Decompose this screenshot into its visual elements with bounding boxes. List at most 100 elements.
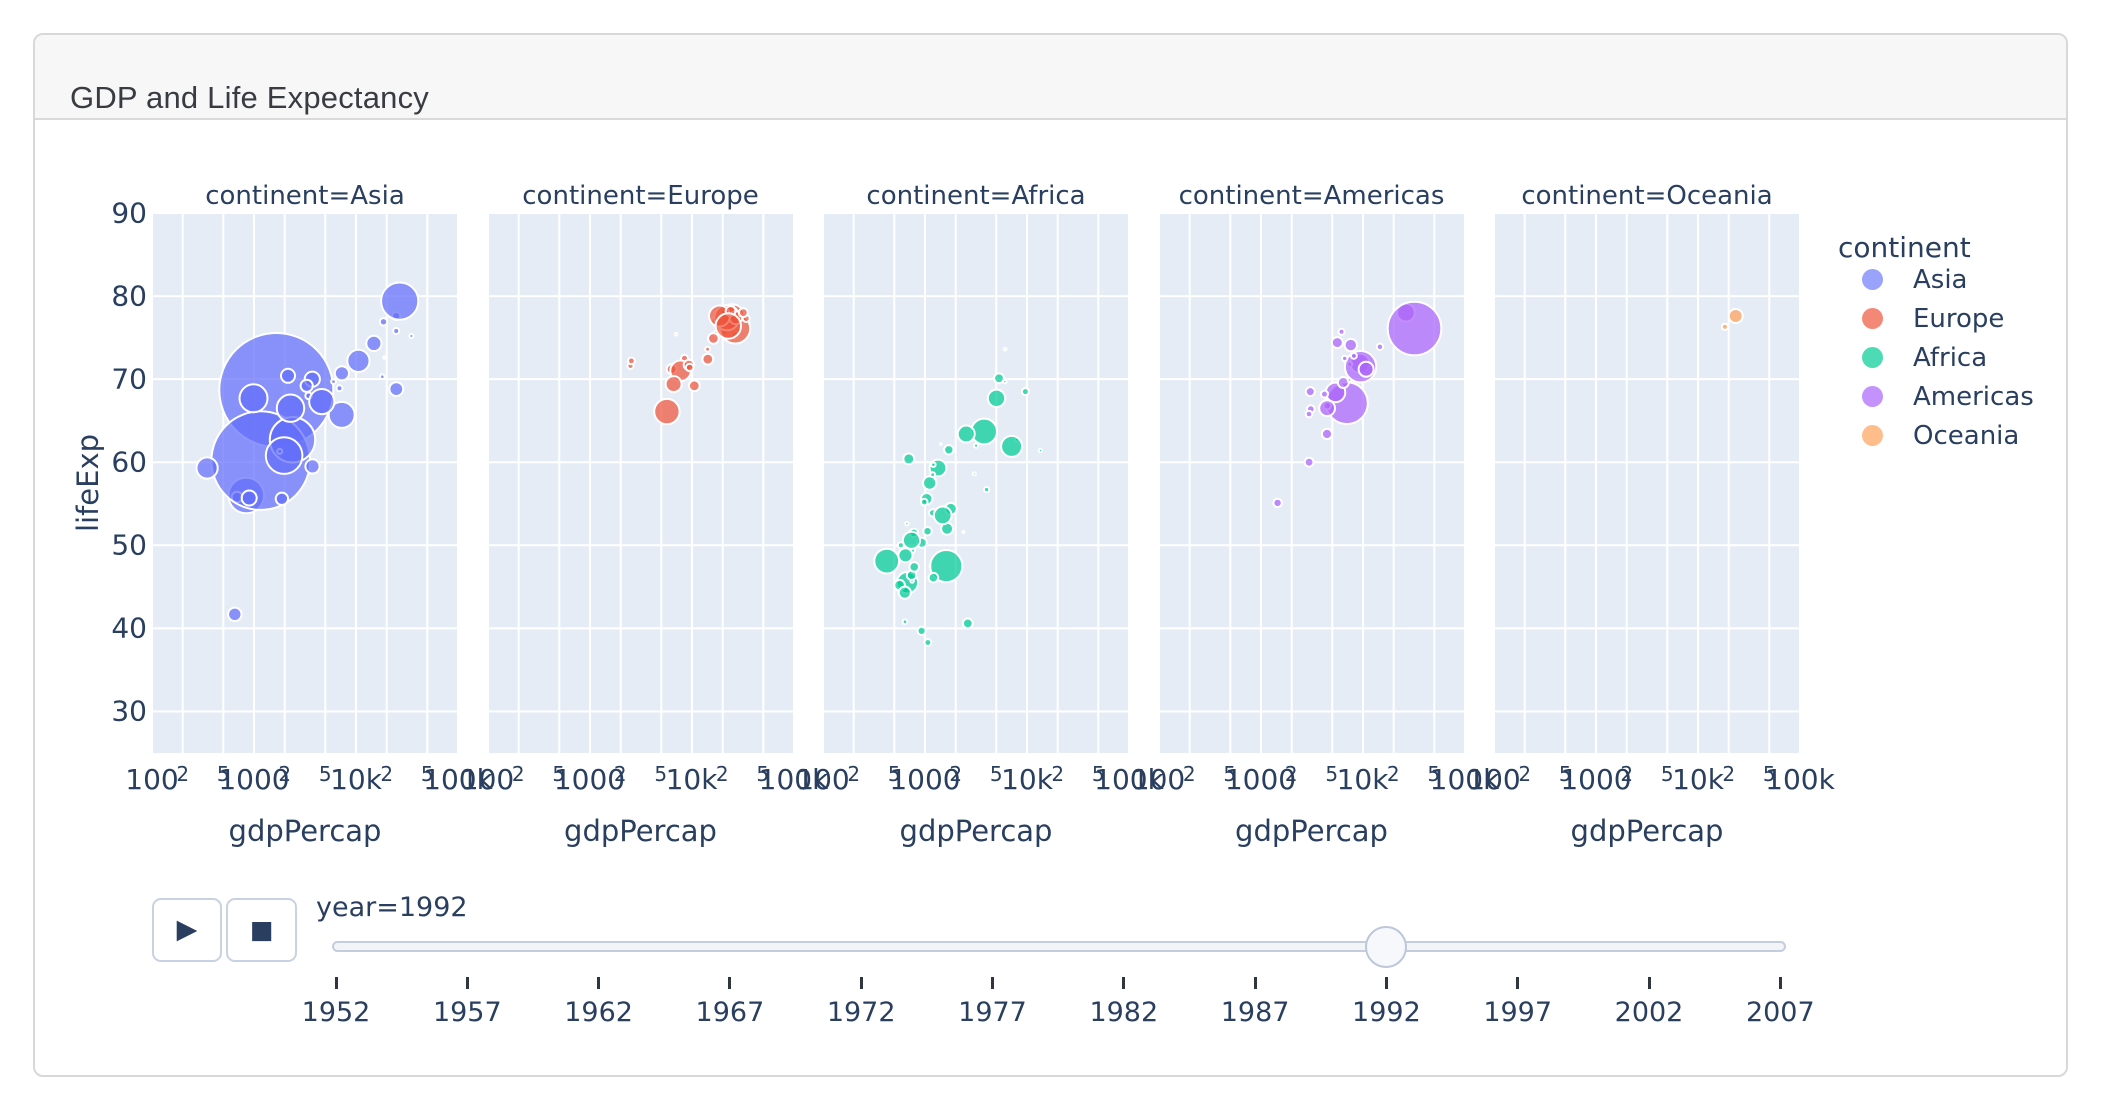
data-bubble[interactable]	[737, 307, 749, 319]
data-bubble[interactable]	[195, 456, 219, 480]
data-bubble[interactable]	[1000, 434, 1024, 458]
data-bubble[interactable]	[275, 393, 306, 423]
slider-tick-label[interactable]: 2007	[1745, 997, 1815, 1028]
data-bubble[interactable]	[929, 549, 964, 584]
data-bubble[interactable]	[993, 372, 1005, 385]
data-bubble[interactable]	[902, 452, 916, 466]
legend-item-americas[interactable]: Americas	[1838, 377, 2068, 416]
data-bubble[interactable]	[897, 547, 914, 564]
data-bubble[interactable]	[299, 378, 314, 393]
data-bubble[interactable]	[330, 378, 337, 386]
data-bubble[interactable]	[919, 497, 929, 507]
legend-item-oceania[interactable]: Oceania	[1838, 416, 2068, 455]
data-bubble[interactable]	[961, 530, 966, 534]
data-bubble[interactable]	[983, 486, 991, 494]
data-bubble[interactable]	[1320, 427, 1333, 441]
data-bubble[interactable]	[961, 617, 974, 630]
slider-track[interactable]	[332, 941, 1786, 952]
data-bubble[interactable]	[382, 355, 387, 360]
data-bubble[interactable]	[626, 356, 636, 366]
data-bubble[interactable]	[1340, 354, 1348, 363]
data-bubble[interactable]	[333, 365, 350, 382]
slider-tick-label[interactable]: 1957	[432, 997, 502, 1028]
slider-handle[interactable]	[1365, 926, 1408, 968]
play-button[interactable]: ▶	[152, 898, 222, 962]
data-bubble[interactable]	[308, 388, 336, 416]
slider-tick-label[interactable]: 1952	[301, 997, 371, 1028]
data-bubble[interactable]	[1037, 447, 1044, 454]
data-bubble[interactable]	[1271, 497, 1283, 509]
data-bubble[interactable]	[943, 444, 955, 456]
data-bubble[interactable]	[327, 400, 356, 429]
data-bubble[interactable]	[908, 561, 920, 573]
legend-item-europe[interactable]: Europe	[1838, 299, 2068, 338]
data-bubble[interactable]	[1304, 386, 1316, 398]
data-bubble[interactable]	[378, 317, 389, 327]
data-bubble[interactable]	[1020, 387, 1030, 397]
data-bubble[interactable]	[714, 312, 742, 340]
data-bubble[interactable]	[304, 458, 321, 475]
data-bubble[interactable]	[264, 436, 304, 475]
data-bubble[interactable]	[1343, 337, 1358, 353]
data-bubble[interactable]	[392, 327, 401, 335]
data-bubble[interactable]	[922, 475, 938, 491]
data-bubble[interactable]	[922, 526, 933, 537]
data-bubble[interactable]	[1319, 389, 1329, 399]
data-bubble[interactable]	[700, 352, 714, 366]
slider-tick-label[interactable]: 1977	[958, 997, 1027, 1028]
data-bubble[interactable]	[346, 348, 371, 373]
slider-tick-label[interactable]: 1967	[695, 997, 765, 1028]
slider-tick-label[interactable]: 1972	[826, 997, 896, 1028]
data-bubble[interactable]	[240, 489, 258, 507]
legend-item-africa[interactable]: Africa	[1838, 338, 2068, 377]
data-bubble[interactable]	[652, 397, 681, 426]
data-bubble[interactable]	[1386, 300, 1442, 357]
stop-button[interactable]: ■	[226, 898, 297, 962]
data-bubble[interactable]	[1375, 342, 1384, 352]
data-bubble[interactable]	[897, 585, 912, 600]
data-bubble[interactable]	[1337, 327, 1345, 336]
data-bubble[interactable]	[280, 367, 296, 384]
data-bubble[interactable]	[916, 625, 927, 636]
data-bubble[interactable]	[927, 571, 940, 584]
data-bubble[interactable]	[1303, 456, 1315, 468]
slider-tick-label[interactable]: 1987	[1220, 997, 1290, 1028]
data-bubble[interactable]	[904, 521, 910, 527]
data-bubble[interactable]	[335, 384, 344, 393]
slider-tick-label[interactable]: 1997	[1483, 997, 1553, 1028]
data-bubble[interactable]	[1002, 346, 1008, 352]
data-bubble[interactable]	[365, 334, 383, 352]
data-bubble[interactable]	[673, 332, 678, 337]
slider-tick-label[interactable]: 1982	[1089, 997, 1159, 1028]
data-bubble[interactable]	[1330, 336, 1344, 350]
data-bubble[interactable]	[901, 530, 922, 550]
data-bubble[interactable]	[664, 375, 683, 394]
data-bubble[interactable]	[379, 373, 386, 380]
data-bubble[interactable]	[408, 333, 415, 339]
data-bubble[interactable]	[873, 547, 901, 575]
data-bubble[interactable]	[1304, 409, 1313, 419]
data-bubble[interactable]	[274, 491, 290, 506]
data-bubble[interactable]	[930, 461, 937, 468]
legend-item-asia[interactable]: Asia	[1838, 260, 2068, 299]
data-bubble[interactable]	[932, 505, 953, 526]
data-bubble[interactable]	[380, 281, 420, 321]
data-bubble[interactable]	[703, 345, 711, 353]
data-bubble[interactable]	[1346, 377, 1352, 383]
data-bubble[interactable]	[929, 471, 937, 479]
data-bubble[interactable]	[901, 618, 909, 626]
slider-tick-label[interactable]: 1962	[564, 997, 633, 1028]
data-bubble[interactable]	[971, 471, 977, 477]
data-bubble[interactable]	[939, 442, 943, 446]
data-bubble[interactable]	[684, 362, 694, 373]
data-bubble[interactable]	[1317, 399, 1336, 418]
data-bubble[interactable]	[388, 381, 405, 398]
data-bubble[interactable]	[706, 332, 720, 345]
slider-tick-label[interactable]: 2002	[1614, 997, 1684, 1028]
slider-tick-label[interactable]: 1992	[1352, 997, 1421, 1028]
data-bubble[interactable]	[956, 424, 976, 444]
data-bubble[interactable]	[986, 388, 1007, 409]
data-bubble[interactable]	[1727, 308, 1744, 324]
data-bubble[interactable]	[1349, 352, 1358, 360]
data-bubble[interactable]	[687, 379, 701, 393]
